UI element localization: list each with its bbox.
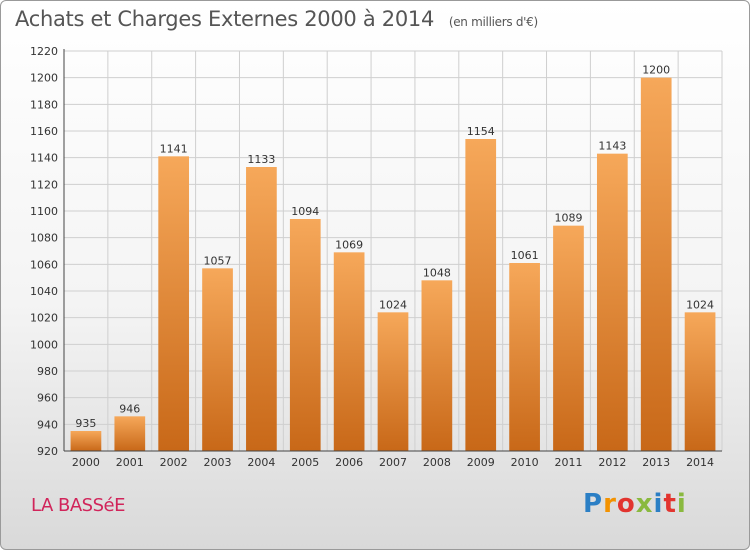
- bar: [596, 153, 628, 451]
- bar: [465, 139, 497, 451]
- x-tick-label: 2001: [116, 456, 144, 469]
- x-tick-label: 2013: [642, 456, 670, 469]
- bar-value-label: 1200: [642, 64, 670, 77]
- y-tick-label: 1140: [30, 152, 58, 165]
- x-tick-label: 2011: [554, 456, 582, 469]
- x-tick-label: 2008: [423, 456, 451, 469]
- bar-value-label: 1069: [335, 238, 363, 251]
- bar-value-label: 1154: [467, 125, 495, 138]
- y-tick-label: 960: [37, 392, 58, 405]
- bar: [70, 431, 102, 451]
- labels: 920 940 960 980 1000 1020 1040 1060 1080 1100 1120…: [30, 45, 714, 469]
- bar-value-label: 1048: [423, 266, 451, 279]
- logo-letter: t: [663, 489, 677, 519]
- x-tick-label: 2002: [160, 456, 188, 469]
- bar: [553, 225, 584, 451]
- y-tick-label: 940: [37, 418, 58, 431]
- chart-title: Achats et Charges Externes 2000 à 2014 (…: [15, 7, 538, 31]
- bar-value-label: 1141: [160, 142, 188, 155]
- logo-letter: r: [603, 489, 617, 519]
- x-tick-label: 2006: [335, 456, 363, 469]
- bar-value-label: 1024: [379, 298, 407, 311]
- bar-value-label: 1089: [554, 212, 582, 225]
- bar-value-label: 946: [119, 402, 140, 415]
- bars: [70, 77, 716, 452]
- bar-value-label: 935: [75, 417, 96, 430]
- bar: [684, 312, 716, 451]
- y-tick-label: 1040: [30, 285, 58, 298]
- bar-value-label: 1094: [291, 205, 319, 218]
- bar: [158, 156, 190, 452]
- proxiti-logo: Proxiti: [583, 489, 687, 523]
- commune-name: LA BASSéE: [31, 495, 125, 516]
- axes: [63, 49, 722, 452]
- chart-title-text: Achats et Charges Externes 2000 à 2014: [15, 7, 435, 31]
- x-tick-label: 2005: [291, 456, 319, 469]
- bar: [421, 280, 453, 451]
- y-tick-label: 920: [37, 445, 58, 458]
- bar-value-label: 1143: [598, 140, 626, 153]
- bar: [640, 77, 672, 452]
- x-tick-label: 2014: [686, 456, 714, 469]
- x-tick-label: 2010: [511, 456, 539, 469]
- x-tick-label: 2000: [72, 456, 100, 469]
- y-tick-label: 1180: [30, 98, 58, 111]
- bar-value-label: 1057: [204, 254, 232, 267]
- logo-letter: i: [653, 489, 664, 519]
- bar: [289, 219, 321, 451]
- x-tick-label: 2009: [467, 456, 495, 469]
- y-tick-label: 1060: [30, 258, 58, 271]
- bar-value-label: 1024: [686, 298, 714, 311]
- chart-unit-note: (en milliers d'€): [448, 15, 538, 29]
- bar: [377, 312, 409, 451]
- logo-letter: o: [616, 489, 636, 519]
- bar: [246, 167, 277, 451]
- y-tick-label: 1080: [30, 232, 58, 245]
- x-tick-label: 2003: [204, 456, 232, 469]
- bar: [509, 263, 540, 451]
- y-tick-label: 1220: [30, 45, 58, 58]
- y-tick-label: 1160: [30, 125, 58, 138]
- x-tick-label: 2007: [379, 456, 407, 469]
- y-tick-label: 980: [37, 365, 58, 378]
- bar: [114, 416, 146, 451]
- x-tick-label: 2012: [598, 456, 626, 469]
- logo-letter: x: [635, 489, 654, 519]
- bar: [202, 268, 233, 451]
- bar-value-label: 1133: [247, 153, 275, 166]
- y-tick-label: 1100: [30, 205, 58, 218]
- y-tick-label: 1200: [30, 72, 58, 85]
- y-tick-label: 1000: [30, 338, 58, 351]
- bar-value-label: 1061: [511, 249, 539, 262]
- x-tick-label: 2004: [247, 456, 275, 469]
- logo-letter: i: [676, 489, 687, 519]
- y-tick-label: 1120: [30, 178, 58, 191]
- bar: [333, 252, 365, 451]
- logo-letter: P: [583, 489, 604, 519]
- y-tick-label: 1020: [30, 312, 58, 325]
